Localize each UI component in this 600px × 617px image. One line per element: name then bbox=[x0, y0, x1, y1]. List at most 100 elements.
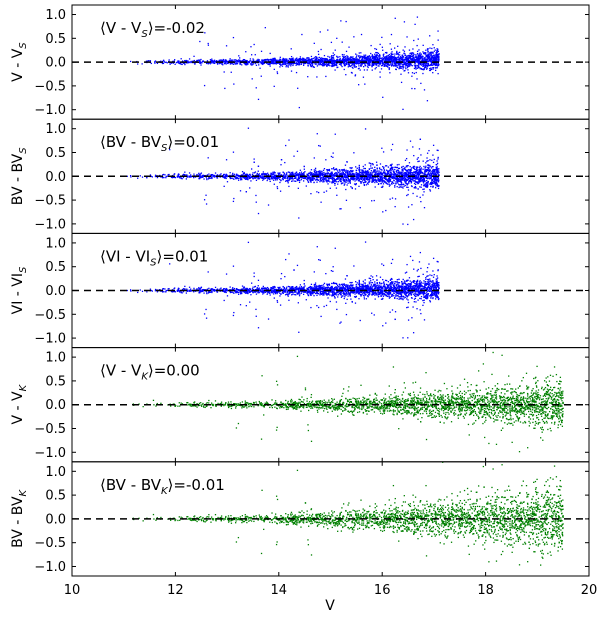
data-point bbox=[341, 172, 343, 174]
data-point bbox=[429, 169, 431, 171]
data-point bbox=[427, 177, 430, 179]
data-point bbox=[414, 168, 416, 171]
data-point bbox=[384, 172, 386, 175]
data-point bbox=[226, 175, 229, 177]
data-point bbox=[129, 60, 132, 63]
data-point bbox=[139, 175, 141, 177]
data-point bbox=[283, 176, 285, 179]
data-point bbox=[400, 177, 402, 179]
data-point bbox=[298, 58, 301, 60]
data-point bbox=[330, 60, 332, 62]
data-point bbox=[396, 52, 398, 55]
data-point bbox=[360, 33, 363, 36]
data-point bbox=[376, 181, 378, 184]
data-point bbox=[366, 172, 368, 175]
data-point bbox=[367, 58, 369, 60]
data-point bbox=[434, 57, 436, 59]
data-point bbox=[412, 177, 414, 179]
data-point bbox=[257, 58, 259, 61]
data-point bbox=[436, 178, 438, 180]
data-point bbox=[332, 57, 335, 59]
data-point bbox=[419, 165, 421, 168]
data-point bbox=[302, 174, 305, 176]
data-point bbox=[358, 58, 360, 61]
data-point bbox=[360, 55, 362, 57]
data-point bbox=[320, 59, 322, 61]
data-point bbox=[273, 58, 275, 60]
data-point bbox=[390, 59, 392, 61]
data-point bbox=[293, 173, 295, 175]
data-point bbox=[422, 65, 424, 67]
data-point bbox=[368, 181, 370, 183]
data-point bbox=[322, 181, 324, 183]
data-point bbox=[355, 177, 357, 179]
data-point bbox=[359, 171, 361, 173]
data-point bbox=[355, 53, 357, 55]
data-point bbox=[180, 176, 182, 179]
data-point bbox=[402, 108, 404, 111]
data-point bbox=[322, 62, 325, 64]
data-point bbox=[407, 62, 409, 65]
data-point bbox=[397, 171, 399, 174]
data-point bbox=[263, 178, 265, 180]
data-point bbox=[325, 159, 327, 161]
data-point bbox=[355, 66, 357, 68]
data-point bbox=[311, 175, 313, 177]
data-point bbox=[405, 56, 408, 58]
data-point bbox=[357, 58, 360, 61]
data-point bbox=[303, 177, 305, 180]
data-point bbox=[224, 61, 226, 64]
data-point bbox=[274, 174, 276, 176]
data-point bbox=[340, 20, 342, 22]
data-point bbox=[353, 63, 355, 66]
data-point bbox=[407, 65, 409, 67]
data-point bbox=[292, 63, 294, 65]
data-point bbox=[202, 60, 204, 62]
data-point bbox=[404, 159, 407, 161]
data-point bbox=[162, 62, 164, 64]
data-point bbox=[211, 58, 213, 60]
data-point bbox=[386, 52, 388, 54]
data-point bbox=[367, 174, 369, 176]
data-point bbox=[398, 174, 400, 177]
data-point bbox=[294, 60, 297, 62]
data-point bbox=[399, 54, 401, 56]
data-point bbox=[413, 177, 415, 180]
data-point bbox=[419, 60, 421, 62]
data-point bbox=[332, 65, 335, 67]
data-point bbox=[423, 184, 425, 186]
data-point bbox=[229, 177, 232, 180]
data-point bbox=[325, 172, 327, 174]
data-point bbox=[178, 62, 181, 65]
data-point bbox=[307, 62, 309, 65]
data-point bbox=[428, 53, 430, 55]
data-point bbox=[207, 157, 209, 159]
data-point bbox=[313, 173, 315, 175]
data-point bbox=[301, 174, 304, 176]
data-point bbox=[367, 66, 369, 69]
data-point bbox=[436, 168, 438, 170]
data-point bbox=[308, 62, 310, 65]
data-point bbox=[356, 54, 358, 56]
data-point bbox=[397, 54, 400, 56]
data-point bbox=[307, 65, 309, 67]
data-point bbox=[229, 172, 231, 174]
data-point bbox=[328, 60, 330, 62]
data-point bbox=[355, 60, 358, 62]
data-point bbox=[337, 66, 339, 68]
data-point bbox=[325, 173, 327, 176]
data-point bbox=[362, 62, 364, 64]
data-point bbox=[235, 61, 237, 63]
data-point bbox=[297, 60, 299, 62]
data-point bbox=[359, 64, 362, 66]
data-point bbox=[335, 60, 337, 62]
data-point bbox=[369, 61, 371, 63]
data-point bbox=[386, 178, 388, 180]
data-point bbox=[294, 177, 296, 180]
data-point bbox=[297, 59, 299, 61]
data-point bbox=[328, 59, 330, 62]
data-point bbox=[415, 67, 417, 69]
data-point bbox=[427, 165, 430, 167]
data-point bbox=[298, 59, 300, 61]
data-point bbox=[415, 59, 417, 61]
